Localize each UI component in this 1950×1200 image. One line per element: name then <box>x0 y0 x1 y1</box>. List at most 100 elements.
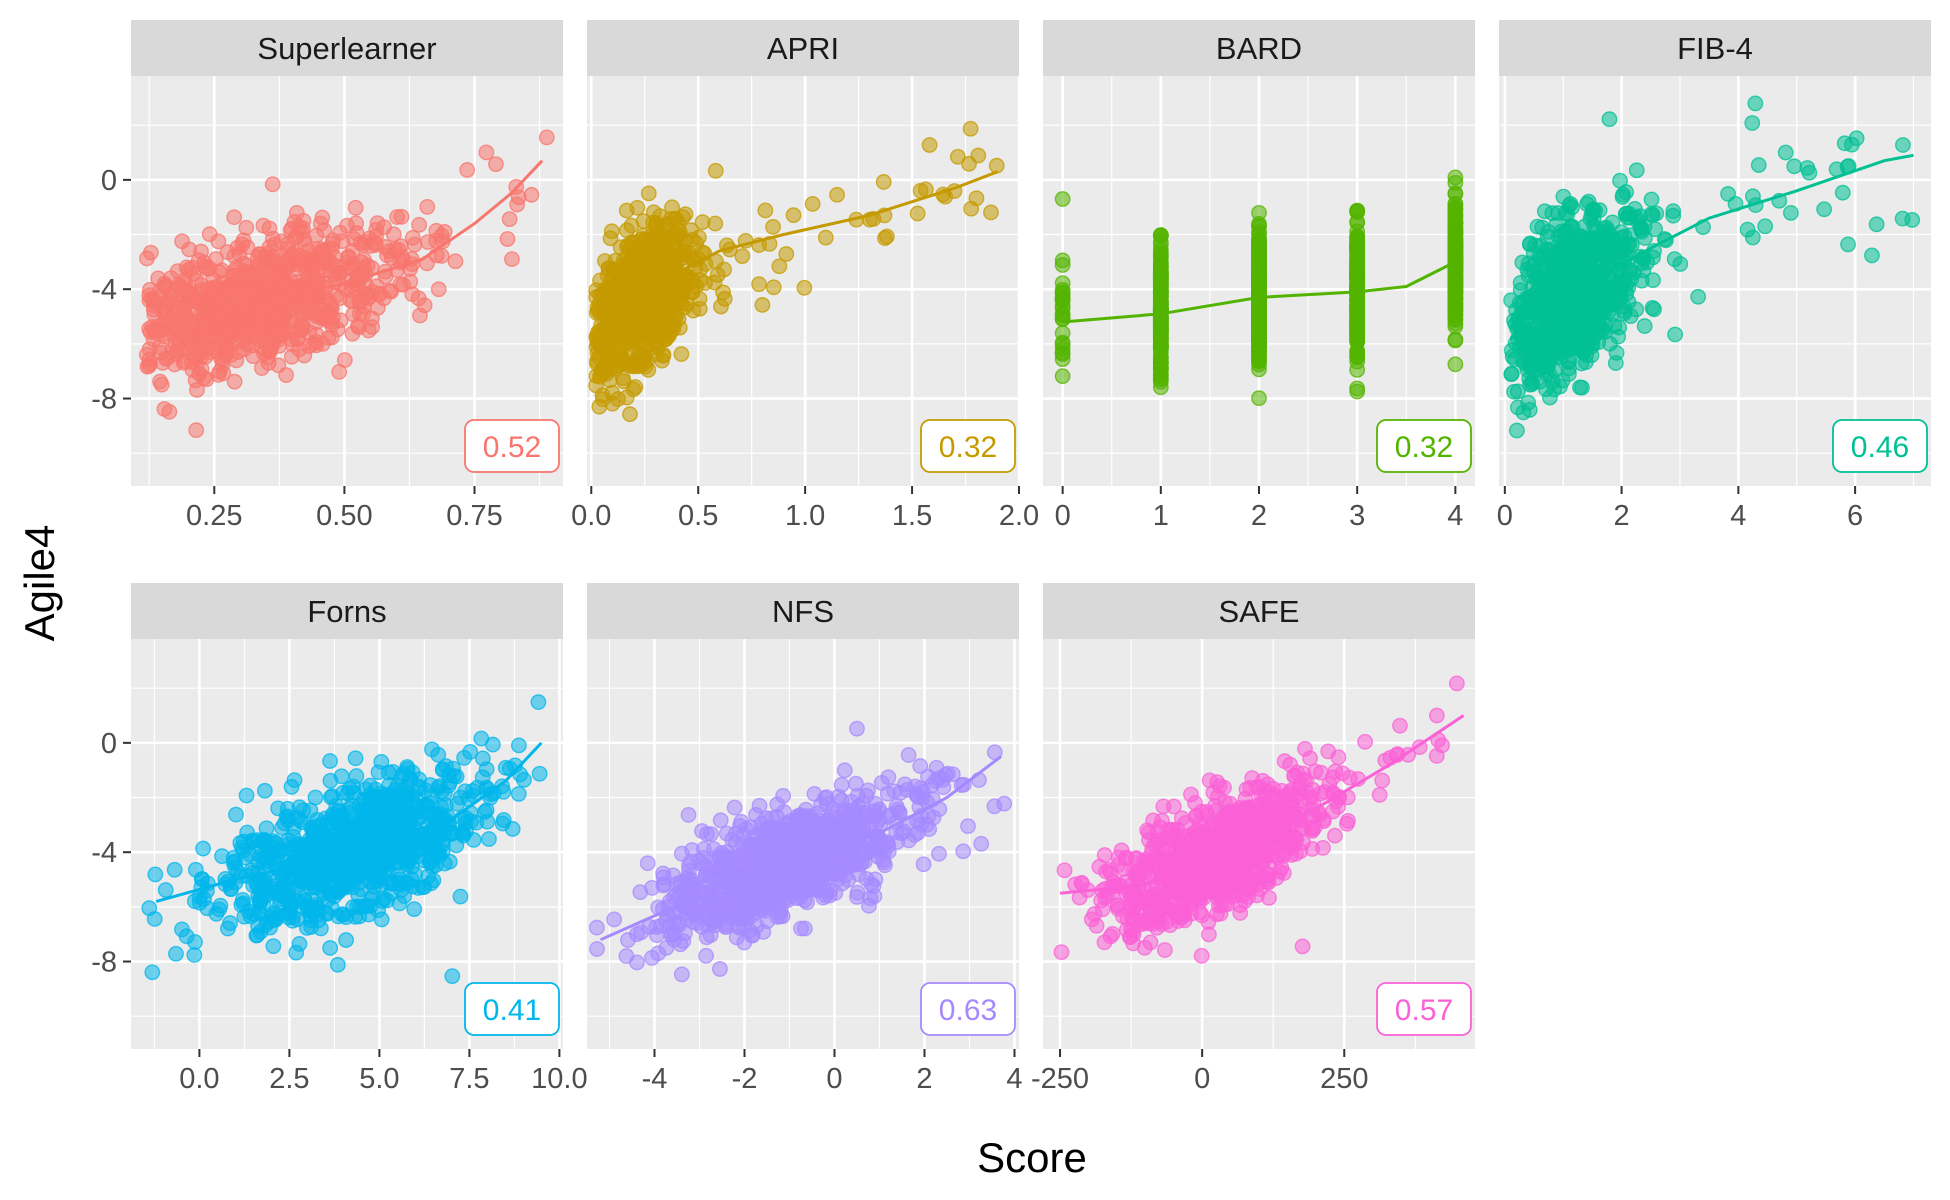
scatter-point <box>675 209 691 226</box>
scatter-point <box>1251 333 1267 350</box>
scatter-point <box>441 853 458 870</box>
scatter-point <box>1509 383 1526 400</box>
scatter-point <box>618 202 635 219</box>
scatter-point <box>296 892 313 909</box>
scatter-point <box>931 845 947 862</box>
scatter-point <box>712 961 728 977</box>
scatter-point <box>347 199 364 216</box>
scatter-point <box>157 882 174 898</box>
scatter-point <box>640 185 657 202</box>
correlation-label: 0.41 <box>483 994 541 1027</box>
scatter-point <box>1618 205 1635 222</box>
scatter-point <box>1509 422 1525 439</box>
scatter-point <box>226 209 243 226</box>
scatter-point <box>176 324 193 341</box>
scatter-point <box>588 304 605 321</box>
scatter-point <box>268 268 285 284</box>
scatter-point <box>210 233 227 250</box>
scatter-point <box>1251 319 1267 336</box>
scatter-point <box>322 753 338 769</box>
scatter-point <box>1555 188 1572 205</box>
y-tick-label: -8 <box>91 384 117 416</box>
scatter-point <box>638 352 655 369</box>
scatter-point <box>1583 206 1600 223</box>
scatter-point <box>301 304 318 320</box>
scatter-point <box>601 292 618 309</box>
scatter-point <box>419 198 436 215</box>
facet-strip-label: BARD <box>1216 31 1302 66</box>
scatter-point <box>448 837 465 854</box>
scatter-point <box>1152 272 1169 288</box>
scatter-point <box>444 968 461 985</box>
scatter-point <box>348 768 365 784</box>
scatter-point <box>249 838 266 855</box>
scatter-point <box>1616 305 1633 322</box>
scatter-point <box>1747 95 1764 112</box>
scatter-point <box>1895 137 1911 153</box>
scatter-point <box>878 228 895 245</box>
scatter-point <box>1152 234 1169 251</box>
scatter-point <box>231 333 247 350</box>
scatter-point <box>234 236 251 253</box>
scatter-point <box>1251 274 1267 291</box>
scatter-point <box>312 920 329 937</box>
scatter-point <box>1597 234 1614 251</box>
scatter-point <box>253 360 270 376</box>
scatter-point <box>912 758 929 774</box>
scatter-point <box>317 250 334 267</box>
scatter-point <box>335 865 352 882</box>
scatter-point <box>347 750 364 767</box>
x-tick-label: 0.75 <box>446 500 502 532</box>
scatter-point <box>250 854 267 871</box>
scatter-point <box>154 355 171 371</box>
scatter-point <box>765 218 781 235</box>
scatter-point <box>411 216 428 233</box>
scatter-point <box>280 258 297 274</box>
scatter-point <box>403 806 420 823</box>
x-tick-label: 1.0 <box>785 500 825 532</box>
scatter-point <box>1566 233 1582 250</box>
scatter-point <box>322 940 339 956</box>
scatter-point <box>1054 298 1071 314</box>
scatter-point <box>1054 252 1071 269</box>
scatter-point <box>614 370 631 387</box>
scatter-point <box>294 814 310 831</box>
scatter-point <box>602 230 619 247</box>
scatter-point <box>1521 370 1538 387</box>
scatter-point <box>256 345 272 362</box>
scatter-point <box>146 292 163 309</box>
scatter-point <box>1864 247 1880 264</box>
scatter-point <box>612 280 629 297</box>
scatter-point <box>499 231 516 247</box>
scatter-point <box>771 258 788 275</box>
scatter-point <box>392 238 409 255</box>
scatter-point <box>227 859 244 876</box>
scatter-point <box>1636 318 1653 334</box>
scatter-point <box>283 778 300 795</box>
correlation-label: 0.52 <box>483 431 541 464</box>
scatter-point <box>726 799 743 816</box>
scatter-point <box>639 855 656 872</box>
scatter-point <box>1534 219 1550 236</box>
x-tick-label: 0.5 <box>678 500 718 532</box>
x-tick-label: 0.25 <box>186 500 242 532</box>
x-tick-label: 1 <box>1153 500 1169 532</box>
scatter-point <box>329 956 346 973</box>
scatter-point <box>1672 256 1689 272</box>
scatter-point <box>510 785 527 802</box>
x-tick-label: 6 <box>1847 500 1863 532</box>
scatter-point <box>1447 311 1464 327</box>
scatter-point <box>1447 279 1464 296</box>
scatter-point <box>1643 191 1660 208</box>
scatter-point <box>646 233 662 249</box>
scatter-point <box>344 325 361 342</box>
scatter-point <box>1573 355 1590 372</box>
scatter-point <box>1612 172 1628 189</box>
scatter-point <box>1572 302 1589 319</box>
scatter-point <box>301 324 318 341</box>
scatter-point <box>410 848 427 864</box>
scatter-point <box>973 835 990 852</box>
